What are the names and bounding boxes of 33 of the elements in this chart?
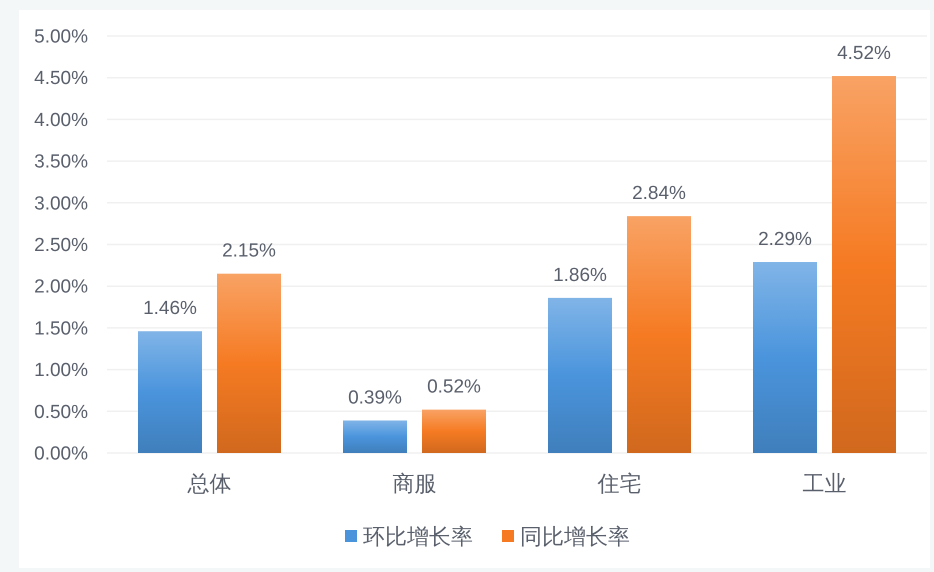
y-tick-label: 0.50% [34,402,88,423]
y-tick-label: 5.00% [34,26,88,48]
x-tick-label: 商服 [392,471,436,496]
x-tick-label: 工业 [802,471,846,496]
y-tick-label: 0.00% [34,444,88,464]
bar [422,410,486,453]
bar [753,262,817,453]
x-tick-label: 总体 [186,471,232,496]
data-label: 0.52% [427,376,482,398]
bar [548,298,612,453]
y-tick-label: 4.50% [34,68,88,90]
y-tick-label: 1.00% [34,360,88,382]
data-label: 0.39% [348,387,402,408]
data-label: 2.84% [632,183,686,204]
bar [832,76,896,453]
y-tick-label: 3.50% [34,152,88,173]
data-label: 2.15% [222,240,276,262]
y-tick-label: 1.50% [34,318,88,340]
y-tick-label: 2.50% [34,235,88,256]
legend-label: 同比增长率 [520,524,630,549]
data-label: 4.52% [837,43,892,64]
data-label: 2.29% [758,229,812,250]
data-label: 1.86% [553,264,608,286]
bar [627,216,691,453]
y-tick-label: 3.00% [34,193,88,214]
x-tick-label: 住宅 [596,471,642,496]
y-tick-label: 2.00% [34,276,88,298]
bar [343,420,407,453]
data-label: 1.46% [143,298,198,320]
bar [138,331,202,453]
bar [217,274,281,453]
y-tick-label: 4.00% [34,110,88,131]
legend-label: 环比增长率 [363,524,473,549]
